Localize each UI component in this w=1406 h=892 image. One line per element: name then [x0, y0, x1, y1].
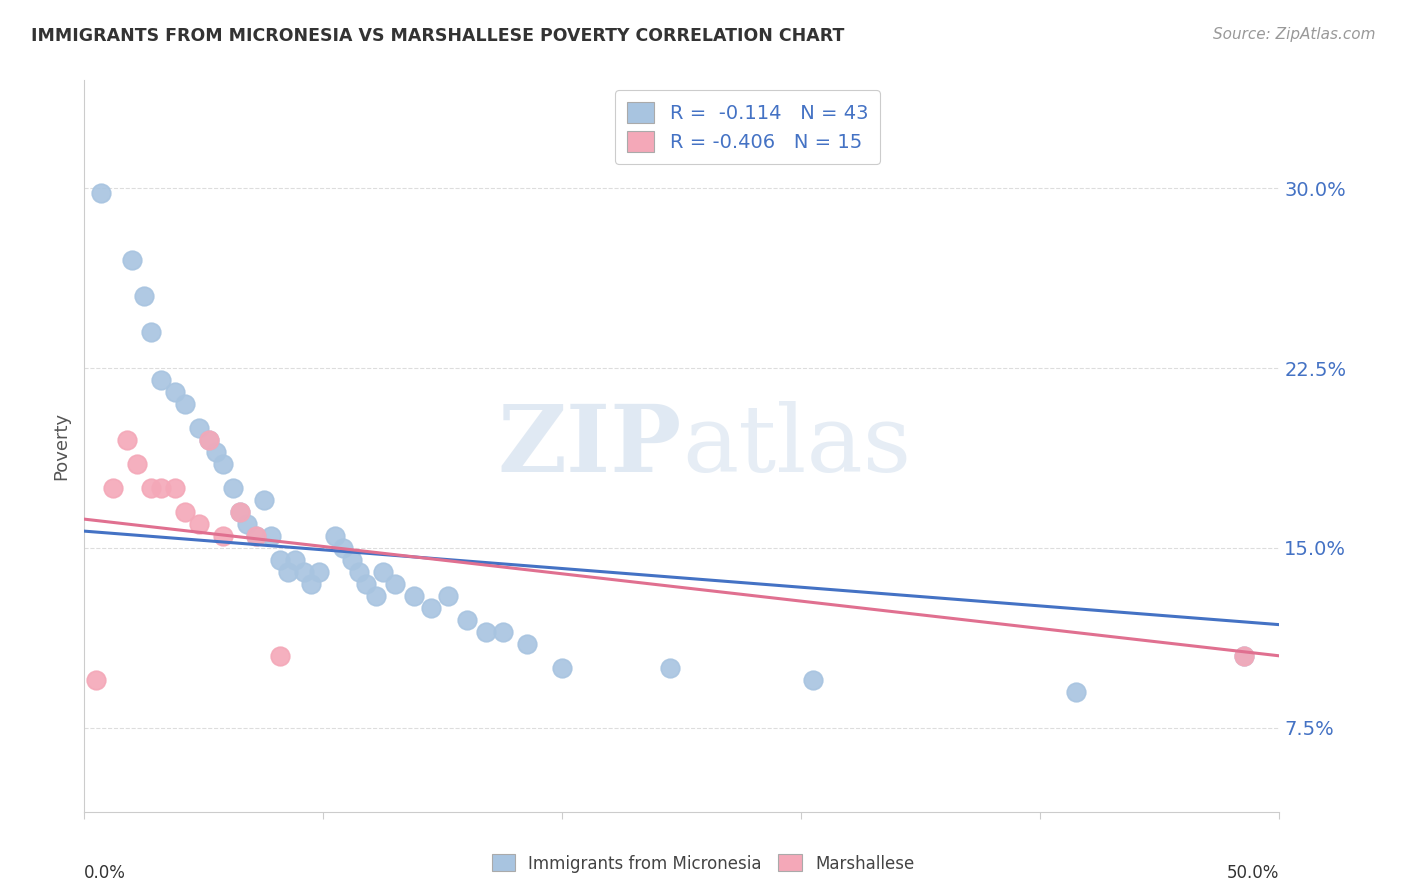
Point	[475, 624, 498, 639]
Point	[149, 481, 172, 495]
Text: 50.0%: 50.0%	[1227, 864, 1279, 882]
Point	[803, 673, 825, 687]
Point	[173, 397, 195, 411]
Point	[492, 624, 515, 639]
Y-axis label: Poverty: Poverty	[52, 412, 70, 480]
Point	[149, 373, 172, 387]
Point	[308, 565, 330, 579]
Text: Source: ZipAtlas.com: Source: ZipAtlas.com	[1212, 27, 1375, 42]
Point	[253, 492, 276, 507]
Point	[373, 565, 395, 579]
Point	[269, 648, 291, 663]
Point	[292, 565, 315, 579]
Point	[516, 637, 538, 651]
Point	[165, 385, 187, 400]
Point	[141, 481, 163, 495]
Text: 0.0%: 0.0%	[84, 864, 127, 882]
Point	[132, 289, 156, 303]
Point	[125, 457, 148, 471]
Legend: R =  -0.114   N = 43, R = -0.406   N = 15: R = -0.114 N = 43, R = -0.406 N = 15	[616, 90, 880, 163]
Point	[332, 541, 354, 555]
Point	[188, 516, 211, 531]
Point	[173, 505, 195, 519]
Point	[197, 433, 219, 447]
Point	[86, 673, 108, 687]
Point	[284, 553, 307, 567]
Point	[349, 565, 371, 579]
Point	[1066, 685, 1088, 699]
Point	[456, 613, 478, 627]
Text: atlas: atlas	[682, 401, 911, 491]
Point	[212, 457, 235, 471]
Point	[1233, 648, 1256, 663]
Point	[384, 577, 406, 591]
Point	[101, 481, 124, 495]
Point	[212, 529, 235, 543]
Point	[301, 577, 323, 591]
Point	[436, 589, 458, 603]
Point	[141, 325, 163, 339]
Point	[269, 553, 291, 567]
Point	[188, 421, 211, 435]
Point	[325, 529, 347, 543]
Point	[404, 589, 426, 603]
Legend: Immigrants from Micronesia, Marshallese: Immigrants from Micronesia, Marshallese	[485, 847, 921, 880]
Point	[356, 577, 378, 591]
Point	[90, 186, 112, 200]
Point	[245, 529, 267, 543]
Text: ZIP: ZIP	[498, 401, 682, 491]
Point	[420, 600, 443, 615]
Point	[121, 253, 143, 268]
Point	[205, 445, 228, 459]
Point	[340, 553, 363, 567]
Point	[551, 661, 574, 675]
Point	[197, 433, 219, 447]
Text: IMMIGRANTS FROM MICRONESIA VS MARSHALLESE POVERTY CORRELATION CHART: IMMIGRANTS FROM MICRONESIA VS MARSHALLES…	[31, 27, 845, 45]
Point	[229, 505, 252, 519]
Point	[1233, 648, 1256, 663]
Point	[117, 433, 139, 447]
Point	[165, 481, 187, 495]
Point	[260, 529, 283, 543]
Point	[364, 589, 387, 603]
Point	[659, 661, 682, 675]
Point	[229, 505, 252, 519]
Point	[221, 481, 243, 495]
Point	[245, 529, 267, 543]
Point	[236, 516, 259, 531]
Point	[277, 565, 299, 579]
